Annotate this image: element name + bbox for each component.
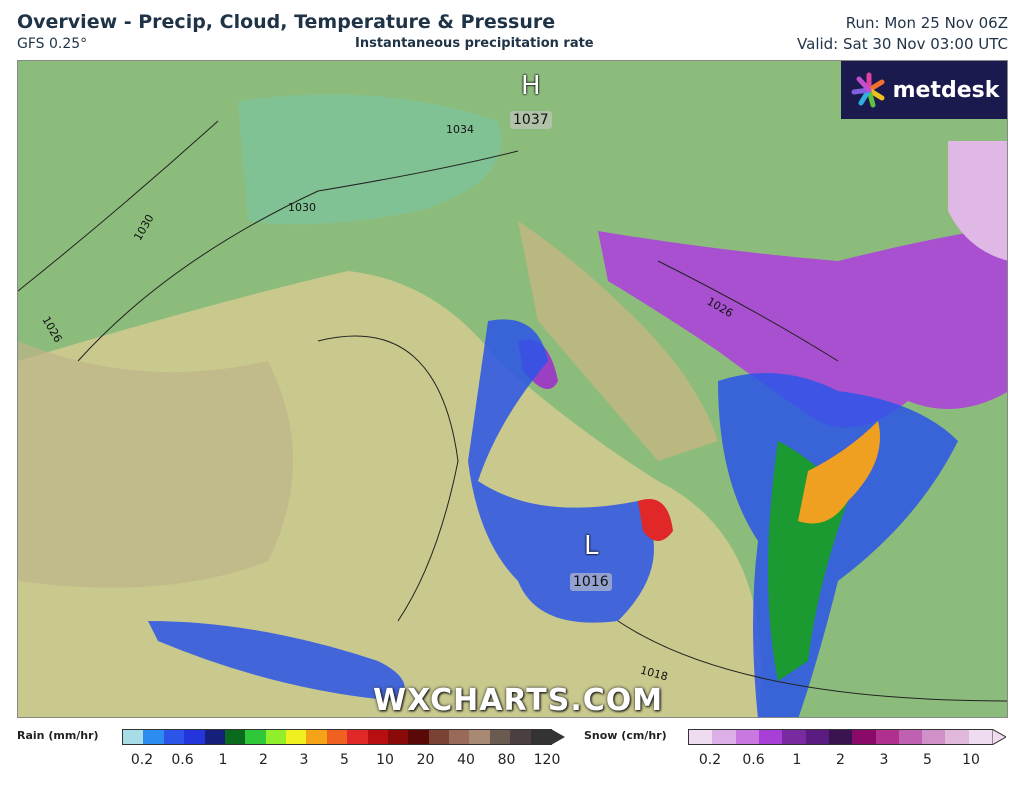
colorbar-swatch bbox=[286, 730, 307, 744]
colorbar-tick: 5 bbox=[340, 752, 349, 768]
colorbar-tick: 20 bbox=[416, 752, 435, 768]
isobars bbox=[18, 120, 1007, 702]
colorbar-swatch bbox=[265, 730, 286, 744]
rain-colorbar-arrow bbox=[551, 729, 565, 745]
rain-red bbox=[638, 499, 673, 541]
colorbar-swatch bbox=[326, 730, 348, 744]
colorbar-swatch bbox=[968, 730, 993, 744]
colorbar-tick: 120 bbox=[533, 752, 561, 768]
colorbar-swatch bbox=[689, 730, 713, 744]
colorbar-tick: 3 bbox=[879, 752, 889, 768]
isobar-label: 1034 bbox=[446, 123, 474, 136]
colorbar-tick: 80 bbox=[497, 752, 516, 768]
colorbar-tick: 0.2 bbox=[698, 752, 722, 768]
sea-adriatic bbox=[518, 221, 718, 461]
rain-legend-label: Rain (mm/hr) bbox=[17, 729, 99, 742]
snow-light bbox=[948, 141, 1007, 261]
colorbar-swatch bbox=[408, 730, 429, 744]
colorbar-swatch bbox=[123, 730, 144, 744]
colorbar-swatch bbox=[489, 730, 511, 744]
model-name: GFS 0.25° bbox=[17, 36, 88, 52]
colorbar-swatch bbox=[204, 730, 225, 744]
rain-africa bbox=[148, 621, 405, 701]
colorbar-swatch bbox=[945, 730, 969, 744]
isobar-label: 1030 bbox=[288, 201, 316, 214]
colorbar-tick: 1 bbox=[218, 752, 228, 768]
rain-italy bbox=[468, 319, 654, 623]
metdesk-logo[interactable]: metdesk bbox=[841, 61, 1007, 119]
colorbar-swatch bbox=[782, 730, 806, 744]
colorbar-tick: 0.6 bbox=[742, 752, 765, 768]
colorbar-swatch bbox=[449, 730, 470, 744]
valid-time: Valid: Sat 30 Nov 03:00 UTC bbox=[797, 35, 1008, 53]
watermark: WXCHARTS.COM bbox=[373, 683, 664, 718]
colorbar-swatch bbox=[245, 730, 266, 744]
colorbar-swatch bbox=[735, 730, 759, 744]
alps-cool bbox=[238, 94, 502, 225]
colorbar-swatch bbox=[163, 730, 185, 744]
colorbar-swatch bbox=[367, 730, 388, 744]
colorbar-tick: 40 bbox=[457, 752, 475, 768]
chart-title: Overview - Precip, Cloud, Temperature & … bbox=[17, 11, 556, 33]
colorbar-tick: 2 bbox=[836, 752, 845, 768]
rain-heavy bbox=[798, 421, 880, 524]
colorbar-swatch bbox=[852, 730, 876, 744]
colorbar-swatch bbox=[143, 730, 164, 744]
cloud-area bbox=[18, 341, 293, 588]
snow-legend-label: Snow (cm/hr) bbox=[584, 729, 667, 742]
high-pressure-value: 1037 bbox=[510, 111, 552, 129]
colorbar-swatch bbox=[805, 730, 829, 744]
snow-balkans bbox=[598, 231, 1007, 428]
colorbar-tick: 10 bbox=[962, 752, 980, 768]
chart-subtitle: Instantaneous precipitation rate bbox=[355, 36, 594, 51]
snow-colorbar bbox=[688, 729, 993, 745]
colorbar-swatch bbox=[469, 730, 490, 744]
low-pressure-marker: L bbox=[584, 531, 599, 561]
colorbar-tick: 1 bbox=[792, 752, 802, 768]
map-layer bbox=[18, 61, 1007, 717]
weather-map[interactable]: H 1037 L 1016 1034 1030 1030 1026 1026 1… bbox=[17, 60, 1008, 718]
colorbar-swatch bbox=[306, 730, 327, 744]
run-time: Run: Mon 25 Nov 06Z bbox=[845, 14, 1008, 32]
logo-text: metdesk bbox=[892, 77, 1000, 103]
colorbar-swatch bbox=[428, 730, 449, 744]
colorbar-swatch bbox=[530, 730, 551, 744]
colorbar-swatch bbox=[828, 730, 853, 744]
colorbar-swatch bbox=[922, 730, 946, 744]
colorbar-tick: 3 bbox=[299, 752, 309, 768]
colorbar-swatch bbox=[712, 730, 736, 744]
high-pressure-marker: H bbox=[521, 71, 541, 101]
colorbar-tick: 10 bbox=[376, 752, 394, 768]
colorbar-tick: 5 bbox=[923, 752, 932, 768]
rain-colorbar bbox=[122, 729, 552, 745]
colorbar-swatch bbox=[184, 730, 205, 744]
snow-colorbar-arrow bbox=[992, 729, 1006, 745]
colorbar-swatch bbox=[898, 730, 923, 744]
colorbar-swatch bbox=[224, 730, 246, 744]
colorbar-swatch bbox=[510, 730, 531, 744]
colorbar-swatch bbox=[387, 730, 409, 744]
colorbar-tick: 0.2 bbox=[130, 752, 154, 768]
colorbar-swatch bbox=[875, 730, 899, 744]
low-pressure-value: 1016 bbox=[570, 573, 612, 591]
colorbar-swatch bbox=[758, 730, 783, 744]
colorbar-swatch bbox=[347, 730, 368, 744]
colorbar-tick: 0.6 bbox=[171, 752, 194, 768]
colorbar-tick: 2 bbox=[259, 752, 268, 768]
logo-star-icon bbox=[851, 72, 885, 108]
